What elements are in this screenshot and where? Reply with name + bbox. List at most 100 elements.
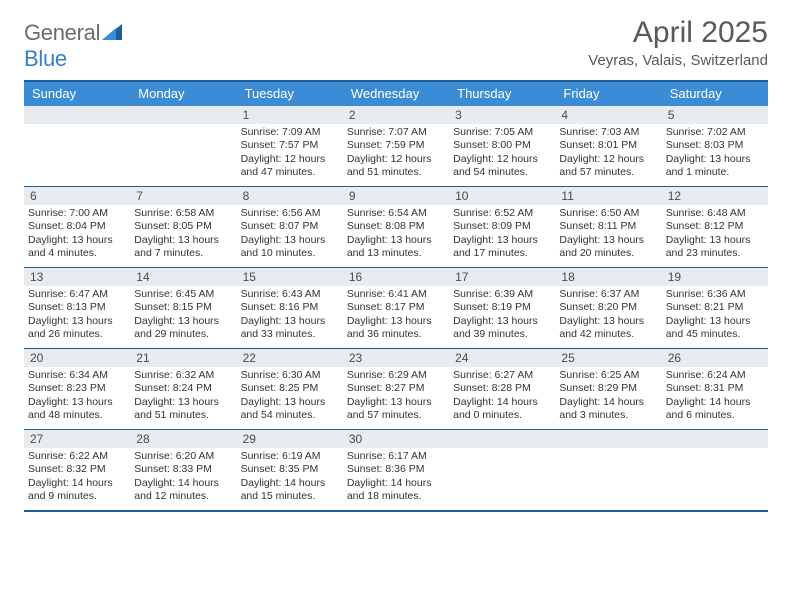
- sunrise-line: Sunrise: 6:48 AM: [666, 207, 764, 220]
- weekday-header: Sunday: [24, 82, 130, 106]
- sunset-line: Sunset: 8:35 PM: [241, 463, 339, 476]
- sunrise-line: Sunrise: 7:07 AM: [347, 126, 445, 139]
- day-cell: 8Sunrise: 6:56 AMSunset: 8:07 PMDaylight…: [237, 187, 343, 267]
- day-cell: 21Sunrise: 6:32 AMSunset: 8:24 PMDayligh…: [130, 349, 236, 429]
- day-number: 12: [662, 187, 768, 205]
- daylight-line: Daylight: 13 hours and 29 minutes.: [134, 315, 232, 342]
- day-number: 16: [343, 268, 449, 286]
- day-number: 17: [449, 268, 555, 286]
- day-body: Sunrise: 6:34 AMSunset: 8:23 PMDaylight:…: [24, 367, 130, 429]
- day-number: 7: [130, 187, 236, 205]
- day-number: 28: [130, 430, 236, 448]
- day-cell: 26Sunrise: 6:24 AMSunset: 8:31 PMDayligh…: [662, 349, 768, 429]
- day-cell: 10Sunrise: 6:52 AMSunset: 8:09 PMDayligh…: [449, 187, 555, 267]
- daylight-line: Daylight: 12 hours and 57 minutes.: [559, 153, 657, 180]
- calendar-page: GeneralBlue April 2025 Veyras, Valais, S…: [0, 0, 792, 512]
- day-cell: 11Sunrise: 6:50 AMSunset: 8:11 PMDayligh…: [555, 187, 661, 267]
- day-cell: 19Sunrise: 6:36 AMSunset: 8:21 PMDayligh…: [662, 268, 768, 348]
- sunset-line: Sunset: 7:59 PM: [347, 139, 445, 152]
- day-number: 8: [237, 187, 343, 205]
- day-number: 22: [237, 349, 343, 367]
- day-cell: 18Sunrise: 6:37 AMSunset: 8:20 PMDayligh…: [555, 268, 661, 348]
- sunrise-line: Sunrise: 6:25 AM: [559, 369, 657, 382]
- day-number: 3: [449, 106, 555, 124]
- day-cell: 2Sunrise: 7:07 AMSunset: 7:59 PMDaylight…: [343, 106, 449, 186]
- sunrise-line: Sunrise: 6:30 AM: [241, 369, 339, 382]
- sunrise-line: Sunrise: 6:22 AM: [28, 450, 126, 463]
- weekday-header: Thursday: [449, 82, 555, 106]
- daylight-line: Daylight: 12 hours and 47 minutes.: [241, 153, 339, 180]
- day-body: Sunrise: 6:20 AMSunset: 8:33 PMDaylight:…: [130, 448, 236, 510]
- sunset-line: Sunset: 8:01 PM: [559, 139, 657, 152]
- day-body: Sunrise: 6:36 AMSunset: 8:21 PMDaylight:…: [662, 286, 768, 348]
- sunset-line: Sunset: 8:09 PM: [453, 220, 551, 233]
- day-number: [130, 106, 236, 124]
- sunset-line: Sunset: 8:23 PM: [28, 382, 126, 395]
- sunset-line: Sunset: 8:24 PM: [134, 382, 232, 395]
- daylight-line: Daylight: 14 hours and 15 minutes.: [241, 477, 339, 504]
- day-number: 27: [24, 430, 130, 448]
- sunrise-line: Sunrise: 6:54 AM: [347, 207, 445, 220]
- sunrise-line: Sunrise: 6:34 AM: [28, 369, 126, 382]
- day-body: [130, 124, 236, 186]
- daylight-line: Daylight: 13 hours and 57 minutes.: [347, 396, 445, 423]
- day-cell: 1Sunrise: 7:09 AMSunset: 7:57 PMDaylight…: [237, 106, 343, 186]
- day-cell: 3Sunrise: 7:05 AMSunset: 8:00 PMDaylight…: [449, 106, 555, 186]
- weekday-header: Friday: [555, 82, 661, 106]
- day-cell: 17Sunrise: 6:39 AMSunset: 8:19 PMDayligh…: [449, 268, 555, 348]
- weekday-header: Tuesday: [237, 82, 343, 106]
- day-cell: 22Sunrise: 6:30 AMSunset: 8:25 PMDayligh…: [237, 349, 343, 429]
- day-body: Sunrise: 6:17 AMSunset: 8:36 PMDaylight:…: [343, 448, 449, 510]
- day-cell: 23Sunrise: 6:29 AMSunset: 8:27 PMDayligh…: [343, 349, 449, 429]
- sunrise-line: Sunrise: 7:09 AM: [241, 126, 339, 139]
- sunrise-line: Sunrise: 6:41 AM: [347, 288, 445, 301]
- sunset-line: Sunset: 8:27 PM: [347, 382, 445, 395]
- daylight-line: Daylight: 13 hours and 17 minutes.: [453, 234, 551, 261]
- day-cell: 25Sunrise: 6:25 AMSunset: 8:29 PMDayligh…: [555, 349, 661, 429]
- day-cell: 9Sunrise: 6:54 AMSunset: 8:08 PMDaylight…: [343, 187, 449, 267]
- day-body: Sunrise: 6:48 AMSunset: 8:12 PMDaylight:…: [662, 205, 768, 267]
- sunrise-line: Sunrise: 6:43 AM: [241, 288, 339, 301]
- day-cell: 4Sunrise: 7:03 AMSunset: 8:01 PMDaylight…: [555, 106, 661, 186]
- daylight-line: Daylight: 13 hours and 36 minutes.: [347, 315, 445, 342]
- day-cell: [130, 106, 236, 186]
- day-number: 15: [237, 268, 343, 286]
- day-number: 26: [662, 349, 768, 367]
- day-body: [662, 448, 768, 510]
- day-cell: 20Sunrise: 6:34 AMSunset: 8:23 PMDayligh…: [24, 349, 130, 429]
- day-body: Sunrise: 6:50 AMSunset: 8:11 PMDaylight:…: [555, 205, 661, 267]
- week-row: 27Sunrise: 6:22 AMSunset: 8:32 PMDayligh…: [24, 430, 768, 512]
- day-body: Sunrise: 7:09 AMSunset: 7:57 PMDaylight:…: [237, 124, 343, 186]
- day-cell: 28Sunrise: 6:20 AMSunset: 8:33 PMDayligh…: [130, 430, 236, 510]
- daylight-line: Daylight: 14 hours and 3 minutes.: [559, 396, 657, 423]
- day-number: 23: [343, 349, 449, 367]
- weekday-header: Monday: [130, 82, 236, 106]
- logo-text: GeneralBlue: [24, 20, 122, 72]
- day-body: Sunrise: 6:54 AMSunset: 8:08 PMDaylight:…: [343, 205, 449, 267]
- daylight-line: Daylight: 13 hours and 26 minutes.: [28, 315, 126, 342]
- day-number: 11: [555, 187, 661, 205]
- sunset-line: Sunset: 8:25 PM: [241, 382, 339, 395]
- day-number: 18: [555, 268, 661, 286]
- logo-sail-icon: [102, 20, 122, 46]
- sunset-line: Sunset: 8:05 PM: [134, 220, 232, 233]
- day-number: 25: [555, 349, 661, 367]
- day-body: Sunrise: 6:37 AMSunset: 8:20 PMDaylight:…: [555, 286, 661, 348]
- logo-word-2: Blue: [24, 46, 67, 71]
- day-cell: 30Sunrise: 6:17 AMSunset: 8:36 PMDayligh…: [343, 430, 449, 510]
- sunset-line: Sunset: 8:16 PM: [241, 301, 339, 314]
- calendar-grid: SundayMondayTuesdayWednesdayThursdayFrid…: [24, 80, 768, 512]
- daylight-line: Daylight: 13 hours and 1 minute.: [666, 153, 764, 180]
- day-body: Sunrise: 7:00 AMSunset: 8:04 PMDaylight:…: [24, 205, 130, 267]
- day-cell: 14Sunrise: 6:45 AMSunset: 8:15 PMDayligh…: [130, 268, 236, 348]
- day-number: 13: [24, 268, 130, 286]
- day-cell: 13Sunrise: 6:47 AMSunset: 8:13 PMDayligh…: [24, 268, 130, 348]
- day-cell: [662, 430, 768, 510]
- sunrise-line: Sunrise: 6:39 AM: [453, 288, 551, 301]
- daylight-line: Daylight: 12 hours and 54 minutes.: [453, 153, 551, 180]
- day-body: Sunrise: 6:43 AMSunset: 8:16 PMDaylight:…: [237, 286, 343, 348]
- day-body: Sunrise: 6:19 AMSunset: 8:35 PMDaylight:…: [237, 448, 343, 510]
- weekday-header: Wednesday: [343, 82, 449, 106]
- day-body: Sunrise: 6:30 AMSunset: 8:25 PMDaylight:…: [237, 367, 343, 429]
- day-body: Sunrise: 6:22 AMSunset: 8:32 PMDaylight:…: [24, 448, 130, 510]
